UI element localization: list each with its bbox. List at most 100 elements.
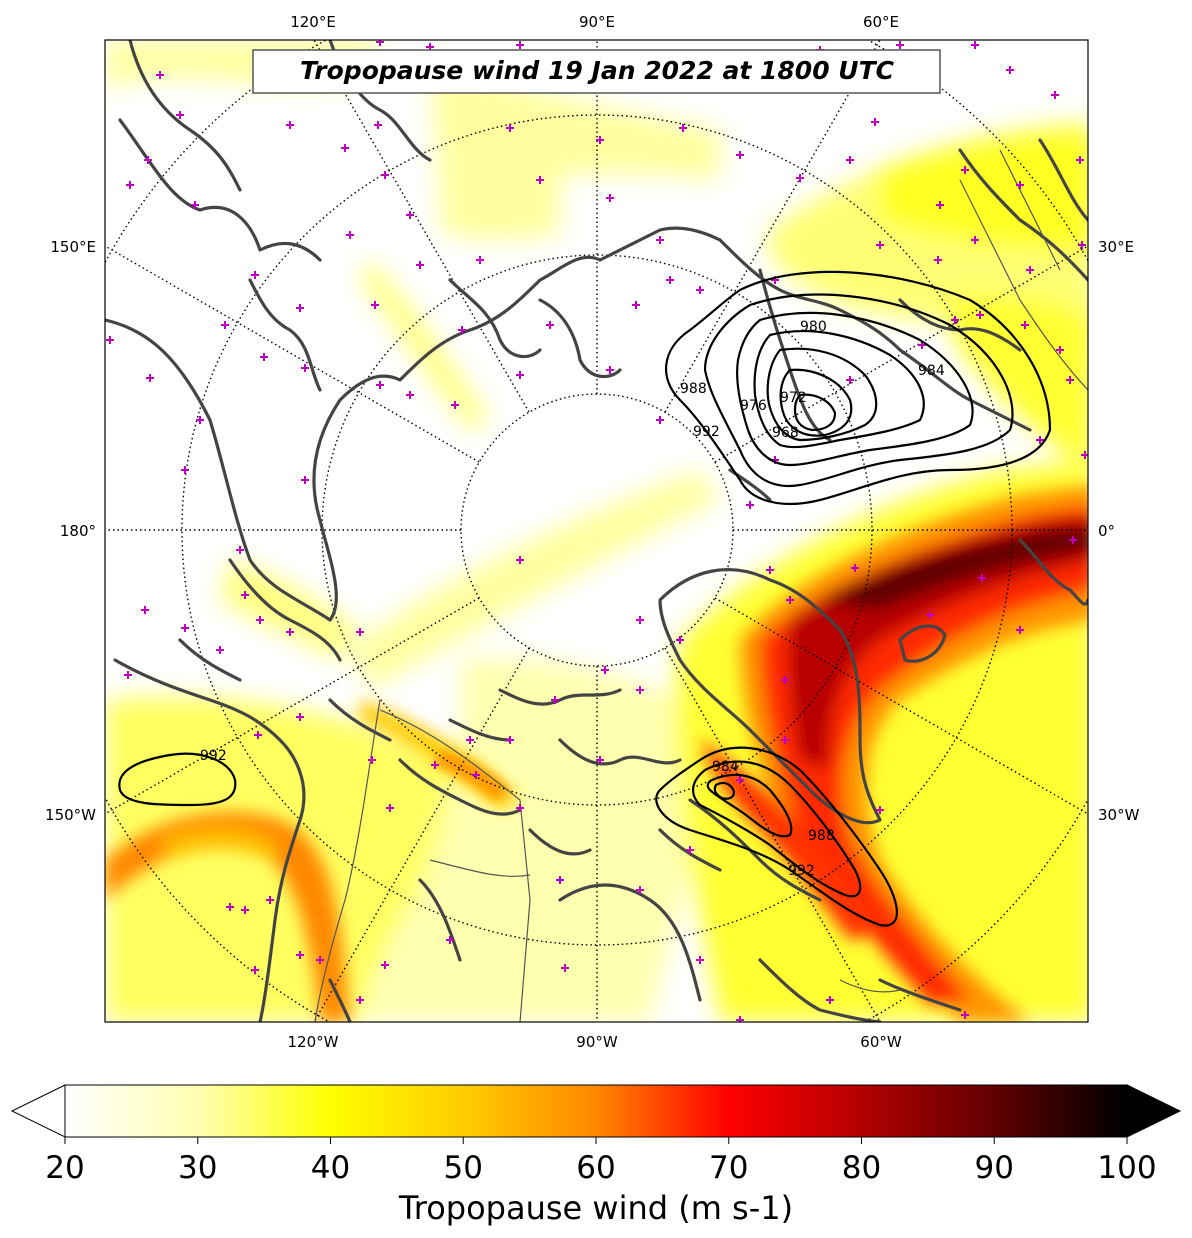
- station-marker: [381, 171, 389, 179]
- station-marker: [301, 476, 309, 484]
- station-marker: [961, 166, 969, 174]
- lon-label-right: 0°: [1098, 522, 1115, 540]
- station-marker: [181, 466, 189, 474]
- station-marker: [356, 628, 364, 636]
- station-marker: [971, 41, 979, 49]
- colorbar-tick-label: 100: [1097, 1150, 1156, 1186]
- colorbar-min-extend: [10, 1084, 66, 1138]
- map-panel: 980 984 988 992 972 976 968 984 988 992 …: [105, 40, 1088, 1022]
- station-marker: [286, 121, 294, 129]
- station-marker: [1006, 66, 1014, 74]
- station-marker: [1051, 91, 1059, 99]
- station-marker: [146, 374, 154, 382]
- station-marker: [632, 301, 640, 309]
- station-marker: [1056, 346, 1064, 354]
- station-marker: [216, 646, 224, 654]
- station-marker: [676, 636, 684, 644]
- station-marker: [431, 761, 439, 769]
- colorbar-tick-label: 20: [45, 1150, 84, 1186]
- station-marker: [1016, 626, 1024, 634]
- station-marker: [156, 71, 164, 79]
- station-marker: [376, 381, 384, 389]
- lon-label-right: 30°W: [1098, 806, 1140, 824]
- station-marker: [472, 771, 480, 779]
- station-marker: [926, 611, 934, 619]
- station-marker: [656, 416, 664, 424]
- station-marker: [446, 936, 454, 944]
- station-marker: [826, 996, 834, 1004]
- station-marker: [516, 804, 524, 812]
- station-marker: [876, 241, 884, 249]
- station-marker: [260, 353, 268, 361]
- station-marker: [266, 896, 274, 904]
- colorbar-tick-label: 90: [975, 1150, 1014, 1186]
- station-marker: [846, 376, 854, 384]
- station-marker: [781, 736, 789, 744]
- station-marker: [951, 316, 959, 324]
- colorbar-tick-label: 30: [178, 1150, 217, 1186]
- map-title: Tropopause wind 19 Jan 2022 at 1800 UTC: [300, 56, 895, 85]
- station-marker: [1026, 266, 1034, 274]
- colorbar-tick-label: 60: [576, 1150, 615, 1186]
- station-marker: [516, 556, 524, 564]
- contour-label: 988: [680, 381, 707, 397]
- contour-label: 992: [788, 863, 815, 879]
- station-marker: [971, 236, 979, 244]
- station-marker: [551, 696, 559, 704]
- contour-label: 992: [200, 748, 227, 764]
- mslp-contours-pacific-low: [118, 752, 237, 807]
- lon-label-top: 90°E: [579, 13, 615, 31]
- colorbar-max-extend: [1126, 1084, 1182, 1138]
- station-marker: [126, 181, 134, 189]
- station-marker: [374, 121, 382, 129]
- contour-labels: 980 984 988 992 972 976 968 984 988 992 …: [200, 319, 945, 879]
- station-marker: [636, 686, 644, 694]
- station-marker: [896, 41, 904, 49]
- station-marker: [376, 40, 384, 46]
- station-marker: [696, 286, 704, 294]
- station-marker: [251, 966, 259, 974]
- colorbar-tick-label: 40: [311, 1150, 350, 1186]
- contour-label: 972: [780, 390, 807, 406]
- lon-label-bottom: 120°W: [288, 1033, 339, 1051]
- station-marker: [381, 961, 389, 969]
- meridian-lines: [105, 40, 1088, 1022]
- colorbar-tick-label: 70: [709, 1150, 748, 1186]
- station-marker: [371, 301, 379, 309]
- colorbar-tick-label: 80: [842, 1150, 881, 1186]
- station-marker: [1069, 536, 1077, 544]
- station-marker: [476, 256, 484, 264]
- station-marker: [296, 304, 304, 312]
- colorbar-label: Tropopause wind (m s-1): [398, 1189, 793, 1227]
- station-marker: [506, 124, 514, 132]
- station-marker: [144, 156, 152, 164]
- contour-label: 976: [740, 398, 767, 414]
- station-marker: [679, 124, 687, 132]
- station-marker: [316, 956, 324, 964]
- station-marker: [606, 194, 614, 202]
- station-marker: [181, 624, 189, 632]
- station-marker: [746, 501, 754, 509]
- station-marker: [256, 616, 264, 624]
- station-marker: [251, 271, 259, 279]
- station-marker: [191, 201, 199, 209]
- station-marker: [341, 144, 349, 152]
- station-marker: [976, 311, 984, 319]
- station-marker: [796, 174, 804, 182]
- station-marker: [666, 276, 674, 284]
- station-marker: [596, 756, 604, 764]
- station-marker: [556, 876, 564, 884]
- station-marker: [236, 546, 244, 554]
- station-marker: [176, 111, 184, 119]
- station-marker: [961, 1011, 969, 1019]
- station-marker: [241, 906, 249, 914]
- station-marker: [736, 151, 744, 159]
- contour-label: 984: [712, 759, 739, 775]
- country-borders: [314, 149, 1088, 1022]
- station-marker: [851, 564, 859, 572]
- station-marker: [786, 596, 794, 604]
- station-marker: [766, 566, 774, 574]
- station-marker: [934, 256, 942, 264]
- station-marker: [451, 401, 459, 409]
